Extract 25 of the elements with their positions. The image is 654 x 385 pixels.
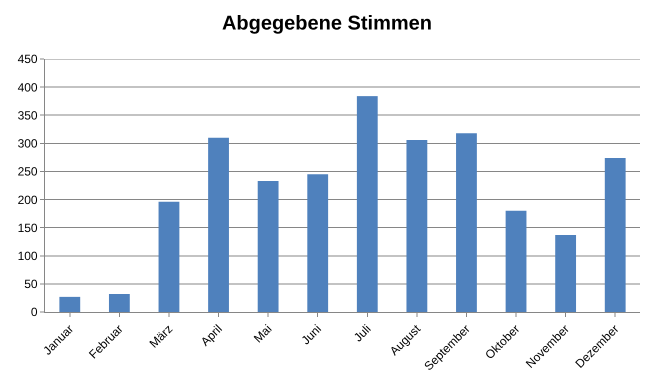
bar xyxy=(307,174,328,312)
x-tick-label: Juli xyxy=(351,322,374,345)
bar xyxy=(258,181,279,312)
y-tick-label: 0 xyxy=(30,305,38,320)
bar xyxy=(158,202,180,312)
bar xyxy=(604,158,626,312)
y-tick-label: 450 xyxy=(18,52,38,66)
x-tick-label: Mai xyxy=(250,322,274,346)
bar xyxy=(356,96,378,312)
bar xyxy=(555,234,576,312)
y-tick-label: 150 xyxy=(18,220,38,235)
y-tick-label: 100 xyxy=(18,248,38,263)
y-tick-label: 250 xyxy=(18,164,38,179)
bar xyxy=(208,138,229,312)
y-tick-label: 400 xyxy=(18,80,38,94)
y-tick-label: 200 xyxy=(18,192,38,207)
bar xyxy=(456,133,477,312)
chart-title: Abgegebene Stimmen xyxy=(222,12,432,34)
y-tick-label: 50 xyxy=(24,277,38,292)
y-tick-label: 300 xyxy=(18,136,38,151)
bar xyxy=(406,140,428,312)
bar xyxy=(506,210,526,312)
bar xyxy=(59,296,80,312)
bar xyxy=(108,294,130,312)
y-tick-label: 350 xyxy=(18,108,38,122)
